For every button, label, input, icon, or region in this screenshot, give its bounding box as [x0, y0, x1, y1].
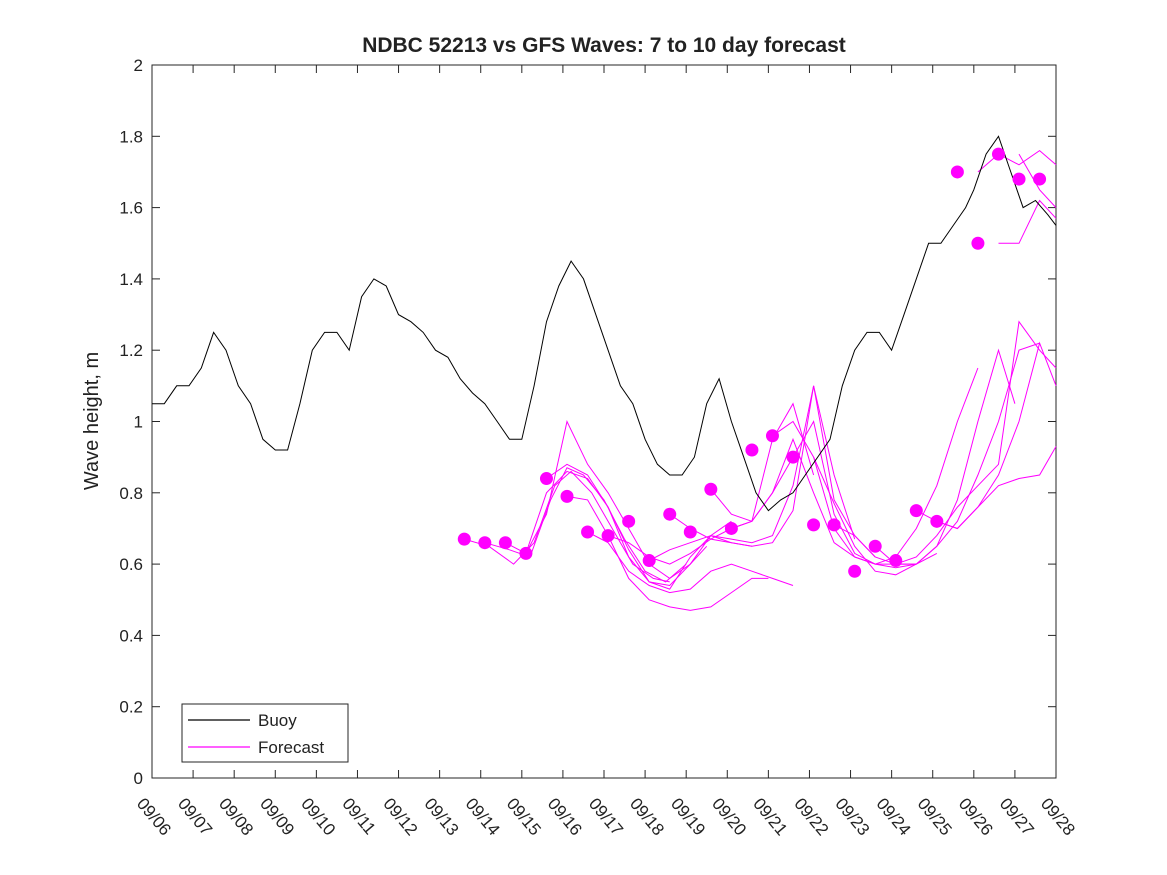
forecast-point — [1033, 172, 1047, 186]
x-tick-label: 09/19 — [667, 794, 709, 839]
forecast-point — [704, 482, 718, 496]
x-tick-label: 09/13 — [421, 794, 463, 839]
forecast-line — [648, 385, 856, 561]
forecast-point — [848, 564, 862, 578]
x-tick-label: 09/11 — [338, 794, 379, 838]
y-tick-labels: 0 0.2 0.4 0.6 0.8 1 1.2 1.4 1.6 1.8 2 — [119, 56, 143, 788]
x-tick-label: 09/12 — [379, 794, 421, 839]
legend: Buoy Forecast — [181, 703, 349, 763]
forecast-line — [464, 470, 670, 583]
forecast-point — [868, 539, 882, 553]
forecast-point — [642, 554, 656, 568]
forecast-point — [807, 518, 821, 532]
series-layer — [152, 135, 1057, 611]
forecast-line — [525, 419, 732, 580]
buoy-line — [152, 135, 1057, 512]
forecast-point — [457, 532, 471, 546]
x-tick-label: 09/06 — [133, 794, 175, 839]
y-tick-label: 1.4 — [119, 270, 143, 289]
forecast-line — [772, 367, 979, 565]
y-tick-label: 1.6 — [119, 199, 143, 218]
forecast-point — [560, 489, 574, 503]
forecast-point — [909, 504, 923, 518]
forecast-point — [745, 443, 759, 457]
forecast-point — [478, 536, 492, 550]
forecast-point — [498, 536, 512, 550]
forecast-line — [546, 463, 752, 590]
x-tick-label: 09/07 — [174, 794, 216, 839]
forecast-line — [833, 342, 1040, 565]
x-tick-label: 09/10 — [297, 794, 339, 839]
forecast-point — [724, 521, 738, 535]
y-tick-label: 0.8 — [119, 484, 143, 503]
forecast-point — [991, 147, 1005, 161]
forecast-point — [930, 514, 944, 528]
y-tick-label: 0.6 — [119, 555, 143, 574]
forecast-point — [663, 507, 677, 521]
y-tick-label: 1 — [134, 413, 143, 432]
x-tick-label: 09/27 — [996, 794, 1038, 839]
x-tick-label: 09/24 — [873, 794, 915, 839]
forecast-line — [710, 437, 917, 565]
forecast-point — [1012, 172, 1026, 186]
forecast-line — [1018, 153, 1057, 208]
x-tick-label: 09/16 — [544, 794, 586, 839]
forecast-point — [601, 529, 615, 543]
forecast-point — [683, 525, 697, 539]
forecast-line — [587, 531, 794, 594]
forecast-line — [998, 199, 1057, 244]
y-tick-label: 0.4 — [119, 626, 143, 645]
y-tick-label: 0.2 — [119, 698, 143, 717]
forecast-point — [622, 514, 636, 528]
forecast-point — [519, 546, 533, 560]
x-tick-label: 09/21 — [749, 794, 791, 839]
y-tick-label: 1.8 — [119, 127, 143, 146]
x-tick-label: 09/28 — [1037, 794, 1079, 839]
x-tick-label: 09/25 — [914, 794, 956, 839]
forecast-point — [786, 450, 800, 464]
x-tick-label: 09/08 — [215, 794, 257, 839]
forecast-line — [977, 149, 1057, 173]
y-axis-label: Wave height, m — [81, 352, 103, 490]
x-tick-label: 09/26 — [955, 794, 997, 839]
forecast-point — [827, 518, 841, 532]
chart-title: NDBC 52213 vs GFS Waves: 7 to 10 day for… — [362, 34, 846, 57]
y-tick-label: 2 — [134, 56, 143, 75]
x-tick-label: 09/09 — [256, 794, 298, 839]
y-tick-label: 1.2 — [119, 341, 143, 360]
forecast-line — [669, 385, 876, 558]
legend-buoy-label: Buoy — [258, 711, 297, 730]
forecast-point — [765, 429, 779, 443]
plot-area — [151, 64, 1057, 779]
forecast-line — [874, 320, 1057, 565]
forecast-point — [889, 554, 903, 568]
y-tick-label: 0 — [134, 769, 143, 788]
x-tick-label: 09/18 — [626, 794, 668, 839]
forecast-line — [731, 420, 938, 569]
x-tick-label: 09/20 — [708, 794, 750, 839]
forecast-line — [566, 495, 769, 611]
forecast-point — [539, 472, 553, 486]
forecast-point — [971, 236, 985, 250]
forecast-point — [581, 525, 595, 539]
forecast-point — [950, 165, 964, 179]
legend-box — [181, 703, 349, 763]
x-tick-label: 09/14 — [462, 794, 504, 839]
x-tick-label: 09/23 — [831, 794, 873, 839]
x-tick-label: 09/15 — [503, 794, 545, 839]
legend-forecast-label: Forecast — [258, 738, 324, 757]
x-tick-label: 09/17 — [585, 794, 627, 839]
forecast-line — [936, 446, 1057, 530]
x-tick-label: 09/22 — [790, 794, 832, 839]
axis-ticks — [151, 64, 1057, 779]
x-tick-labels: 09/06 09/07 09/08 09/09 09/10 09/11 09/12 09/13… — [133, 794, 1079, 839]
